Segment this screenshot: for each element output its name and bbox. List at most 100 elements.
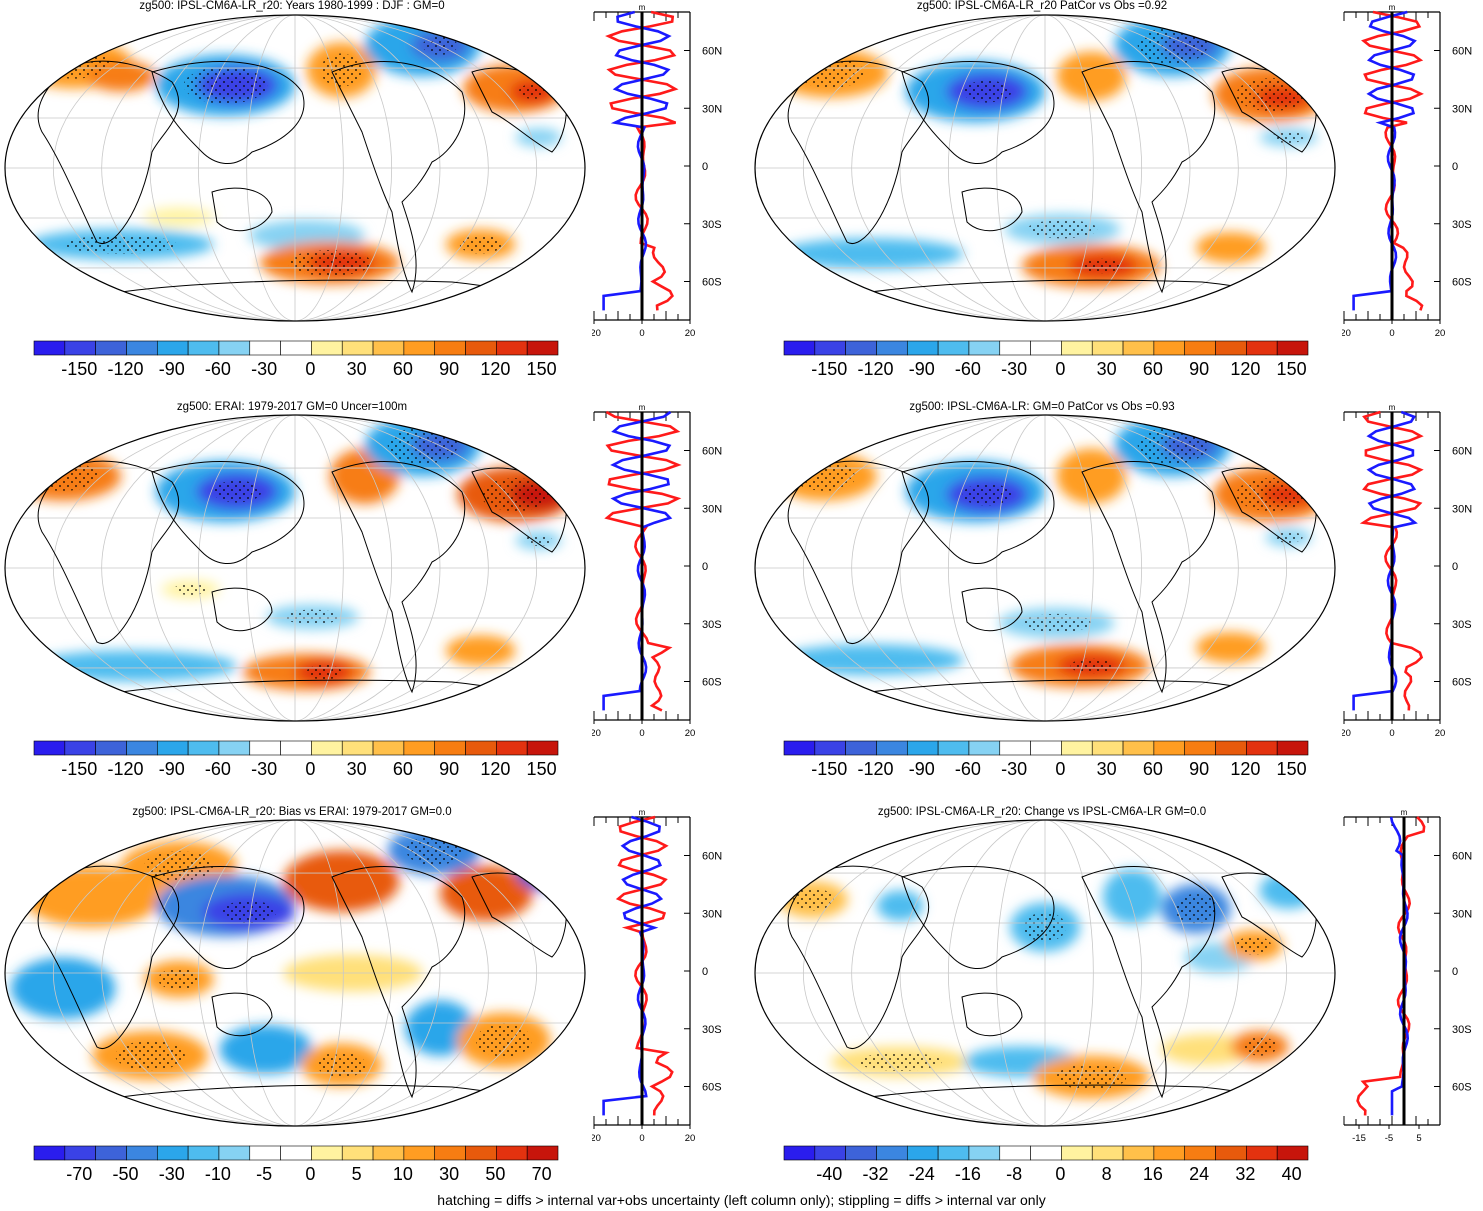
colorbar-tick-label: -70 [66,1164,93,1184]
coastline [151,866,305,970]
meridian-line [899,820,1191,1126]
stippling [173,583,209,595]
stippling [1274,531,1303,543]
meridian-line [802,415,1288,721]
profile-unit: m [639,3,646,12]
meridian-line [246,415,344,721]
stippling [9,845,59,868]
model-profile-line [615,815,674,1116]
stippling [284,609,341,625]
meridian-line [52,820,538,1126]
colorbar-swatch [783,340,816,356]
profile-tick-label: -5 [1385,1133,1393,1144]
coastline [961,187,1023,232]
colorbar-tick-label: 32 [1235,1164,1256,1184]
colorbar-swatch [33,340,66,356]
latitude-label: 30S [702,1024,722,1036]
coastline [211,992,273,1037]
colorbar-swatch [372,1145,405,1161]
zonal-mean-profile: m 60N 30N 0 30S 60S -20 0 20 [1342,3,1472,339]
colorbar-swatch [937,740,970,756]
anomaly-region [876,890,924,921]
colorbar-swatch [1091,1145,1124,1161]
stippling [1070,658,1113,674]
latitude-label: 30N [1452,908,1472,920]
profile-unit: m [639,808,646,817]
colorbar-swatch [968,1145,1001,1161]
colorbar-tick-label: -30 [251,759,278,779]
stippling [518,84,547,99]
colorbar-swatch [218,340,251,356]
colorbar-swatch [1122,340,1155,356]
coastline [1221,67,1317,153]
colorbar-swatch [33,740,66,756]
anomaly-region [219,1025,313,1074]
anomaly-region [1195,232,1266,263]
map-title: zg500: IPSL-CM6A-LR_r20: Bias vs ERAI: 1… [132,806,452,818]
latitude-label: 30N [702,103,722,115]
colorbar-tick-label: 60 [392,359,413,379]
colorbar-tick-label: 120 [1230,359,1261,379]
meridian-line [149,820,441,1126]
colorbar-swatch [465,1145,497,1161]
colorbar-tick-label: 0 [305,359,316,379]
stippling [792,888,834,911]
profile-tick-label: -20 [1342,728,1351,739]
colorbar-tick-label: -5 [256,1164,273,1184]
colorbar-swatch [1061,340,1093,356]
colorbar-swatch [1215,740,1247,756]
stippling [475,1023,532,1057]
coastline [37,865,180,1049]
meridian-line [101,415,489,721]
colorbar-tick-label: 0 [1055,359,1066,379]
coastline [961,587,1023,632]
colorbar-swatch [876,740,908,756]
latitude-label: 30S [1452,219,1472,231]
map-border [754,14,1336,322]
colorbar-tick-label: -10 [204,1164,231,1184]
latitude-label: 60N [702,446,722,458]
stippling [387,427,458,464]
colorbar-swatch [1153,1145,1186,1161]
colorbar-tick-label: 90 [439,759,460,779]
colorbar-tick-label: 90 [1189,359,1210,379]
colorbar-swatch [1276,740,1309,756]
colorbar-swatch [906,740,939,756]
colorbar-swatch [783,740,816,756]
stippling [1236,936,1272,955]
stippling [212,480,262,503]
colorbar-swatch [434,740,466,756]
meridian-line [101,820,489,1126]
colorbar-swatch [64,340,96,356]
colorbar-swatch [906,340,939,356]
colorbar-tick-label: -150 [61,759,98,779]
map-border [754,819,1336,1127]
colorbar-swatch [526,340,559,356]
colorbar-swatch [126,340,158,356]
colorbar-swatch [1061,740,1093,756]
profile-tick-label: 20 [685,728,696,739]
colorbar-swatch [968,740,1001,756]
anomaly-region [515,847,574,891]
colorbar-tick-label: -150 [61,359,98,379]
meridian-line [197,820,393,1126]
colorbar-swatch [311,340,343,356]
colorbar-swatch [403,340,436,356]
colorbar-swatch [280,1145,312,1161]
meridian-line [851,415,1239,721]
colorbar-tick-label: 120 [1230,759,1261,779]
colorbar-swatch [311,740,343,756]
stippling [220,900,277,923]
colorbar-swatch [1030,740,1062,756]
anomaly-region [5,838,75,876]
anomaly-region [778,644,964,676]
colorbar-swatch [280,740,312,756]
colorbar-swatch [187,340,220,356]
profile-tick-label: 0 [639,1133,644,1144]
colorbar-tick-label: 60 [1142,359,1163,379]
meridian-line [899,15,1191,321]
meridian-line [246,820,344,1126]
colorbar-swatch [1153,340,1186,356]
latitude-label: 60N [1452,446,1472,458]
colorbar-swatch [845,1145,877,1161]
